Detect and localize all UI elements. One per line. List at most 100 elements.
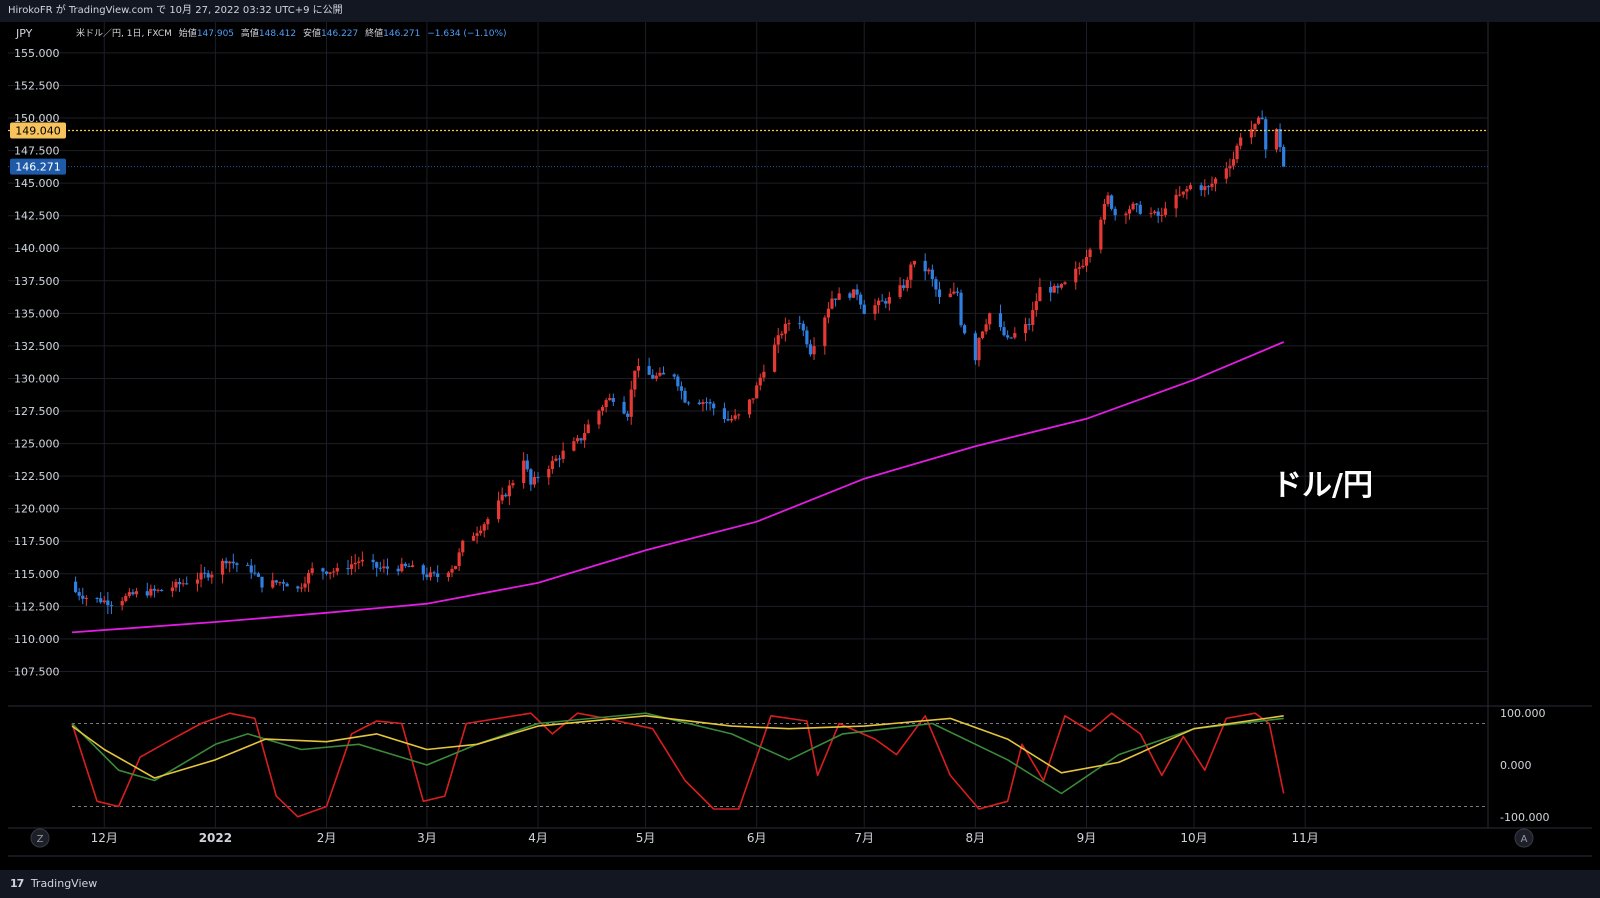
candle-body [586,424,590,434]
candle-body [1023,324,1028,334]
candle-body [683,390,687,403]
candle-body [1127,209,1132,214]
candle-body [1239,137,1243,146]
candle-body [425,574,429,578]
price-tick-label: 145.000 [14,177,60,190]
candle-body [1249,129,1254,138]
candle-body [1006,335,1010,338]
candle-body [1034,301,1038,311]
candle-body [826,308,830,318]
time-tick-label: 12月 [91,831,118,845]
candle-body [1260,117,1264,120]
candle-body [278,582,282,584]
candle-body [658,372,662,376]
time-tick-label: 6月 [747,831,767,845]
candle-body [432,572,436,574]
candle-body [575,438,580,442]
candle-body [1181,191,1185,195]
candle-body [120,600,124,606]
candle-body [299,587,304,589]
candle-body [1131,203,1135,210]
candle-body [855,289,859,295]
candle-body [260,576,264,588]
candle-body [375,562,379,568]
candle-body [421,565,425,575]
candle-body [830,298,834,309]
candle-body [378,567,382,569]
candle-body [507,485,511,497]
candle-body [310,568,314,573]
candle-body [651,374,655,379]
price-tick-label: 150.000 [14,112,60,125]
candle-body [1027,324,1031,326]
candle-body [572,441,576,451]
price-chart[interactable]: 155.000 152.500 150.000 147.500 145.000 142.5… [8,22,1592,868]
auto-scale-circle-icon[interactable] [1514,828,1534,848]
candle-body [1038,287,1042,302]
candle-body [798,323,802,325]
horizontal-price-lines [8,129,1488,168]
price-tick-label: 127.500 [14,405,60,418]
candle-body [185,583,189,585]
candle-body [747,399,752,415]
candle-body [676,376,680,387]
candle-body [912,260,917,265]
candle-body [712,403,716,409]
candle-body [109,605,114,607]
candle-body [873,305,877,314]
last-price-label: 146.271 [15,161,61,174]
candle-body [1052,285,1056,293]
candle-body [1113,208,1117,216]
zoom-circle-icon[interactable] [30,828,50,848]
instrument-label: 米ドル／円, 1日, FXCM [76,27,172,39]
candle-body [647,366,651,375]
time-tick-label: 4月 [528,831,548,845]
watermark-label: ドル/円 [1272,468,1373,503]
candle-body [1174,194,1178,209]
candle-body [812,346,816,355]
candle-body [246,564,250,566]
candle-body [1206,186,1210,188]
candle-body [626,413,630,417]
candle-body [357,561,361,563]
time-tick-label: 2022 [199,831,232,845]
candle-body [1088,249,1092,257]
candle-body [1102,203,1107,220]
candle-body [203,572,207,574]
candle-body [988,313,992,325]
time-tick-label: 9月 [1077,831,1097,845]
auto-scale-icon-glyph: A [1521,834,1528,845]
candle-body [371,559,375,563]
candle-body [145,591,149,596]
candle-body [1264,119,1268,150]
candle-body [654,375,658,379]
candle-body [898,285,902,298]
candle-body [823,317,827,347]
candle-body [1253,123,1257,130]
candle-body [1109,195,1114,209]
resistance-price-badge [10,122,66,139]
candle-body [396,568,400,572]
candle-body [597,410,601,425]
candle-body [77,592,81,596]
candle-body [453,565,458,569]
candle-body [622,401,626,414]
candle-body [149,588,153,596]
candle-body [1199,185,1203,191]
candle-body [887,297,891,304]
candle-body [880,300,884,302]
price-tick-label: 110.000 [14,633,60,646]
candle-body [636,366,640,371]
candle-body [1106,195,1110,204]
candle-body [959,292,963,326]
candle-body [382,566,386,569]
candle-body [400,563,404,572]
price-tick-label: 130.000 [14,372,60,385]
candle-body [876,300,881,306]
candle-body [550,460,554,470]
candle-body [281,582,286,584]
candle-body [285,583,289,587]
publish-line: HirokoFR が TradingView.com で 10月 27, 202… [8,5,343,16]
price-labels: 149.040 146.271 [10,122,66,175]
candle-body [220,560,225,575]
